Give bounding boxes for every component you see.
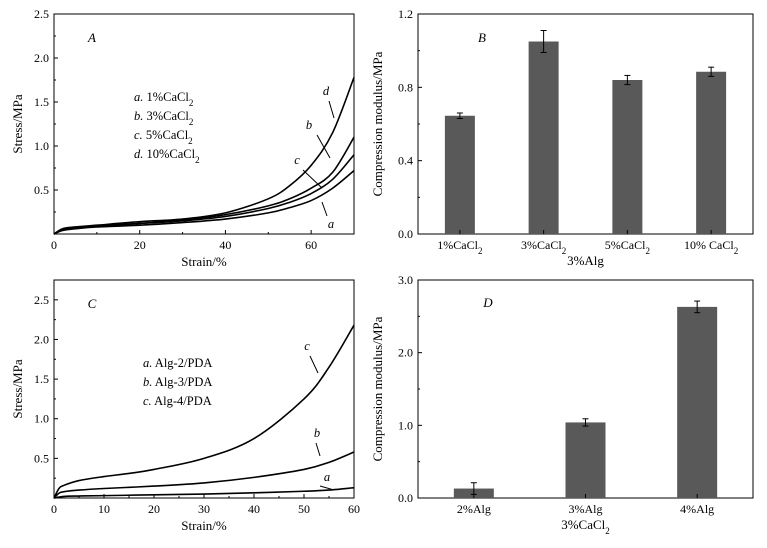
x-axis-label: Strain/% — [181, 518, 227, 533]
y-tick-label: 0.0 — [398, 491, 413, 505]
series-label-a: a — [324, 470, 330, 484]
y-tick-label: 2.0 — [34, 332, 49, 346]
series-label-a: a — [328, 217, 334, 231]
series-label-b: b — [314, 426, 320, 440]
series-line-a — [53, 486, 355, 499]
y-tick-label: 2.5 — [34, 293, 49, 307]
x-tick-label: 0 — [51, 238, 57, 252]
y-axis-label: Stress/MPa — [10, 359, 25, 418]
legend-entry: d. 10%CaCl2 — [134, 147, 200, 165]
series-line-d — [53, 77, 355, 235]
x-tick-label: 60 — [305, 238, 317, 252]
series-pointer-c — [309, 355, 319, 374]
legend-entry: b. 3%CaCl2 — [134, 109, 193, 127]
category-label: 10% CaCl2 — [684, 238, 738, 256]
x-tick-label: 30 — [198, 502, 210, 516]
category-label: 4%Alg — [680, 502, 714, 516]
bar — [677, 306, 718, 498]
x-tick-label: 20 — [148, 502, 160, 516]
series-label-c: c — [304, 339, 310, 353]
series-pointer-d — [328, 100, 335, 119]
y-tick-label: 1.2 — [398, 7, 413, 21]
bar — [612, 80, 643, 234]
y-tick-label: 2.0 — [398, 346, 413, 360]
series-pointer-a — [319, 485, 335, 491]
category-label: 3%Alg — [569, 502, 603, 516]
series-line-a — [53, 170, 355, 235]
series-line-c — [53, 154, 355, 235]
x-tick-label: 0 — [51, 502, 57, 516]
x-axis-label: 3%CaCl2 — [561, 517, 610, 536]
panel-label: B — [478, 30, 486, 45]
series-pointer-c — [302, 169, 323, 189]
y-tick-label: 1.0 — [34, 139, 49, 153]
panel-B: 0.0 0.4 0.8 1.2 1%CaCl2 3%CaCl2 5%CaCl2 10% CaC… — [370, 7, 754, 268]
x-tick-label: 40 — [248, 502, 260, 516]
legend-entry: a. 1%CaCl2 — [134, 90, 193, 108]
legend-entry: a. Alg-2/PDA — [143, 356, 212, 370]
y-tick-label: 1.0 — [398, 418, 413, 432]
category-label: 5%CaCl2 — [605, 238, 650, 256]
x-tick-label: 50 — [298, 502, 310, 516]
x-tick-label: 10 — [98, 502, 110, 516]
plot-frame — [53, 279, 355, 499]
y-tick-label: 0.4 — [398, 154, 413, 168]
category-label: 3%CaCl2 — [521, 238, 566, 256]
legend-entry: c. Alg-4/PDA — [143, 394, 212, 408]
category-label: 1%CaCl2 — [437, 238, 482, 256]
panel-label: C — [88, 296, 97, 311]
x-tick-label: 60 — [348, 502, 360, 516]
series-line-c — [53, 324, 355, 499]
y-tick-label: 0.5 — [34, 451, 49, 465]
series-label-c: c — [294, 153, 300, 167]
y-tick-label: 0.0 — [398, 227, 413, 241]
bar — [528, 41, 559, 234]
y-axis-label: Stress/MPa — [10, 94, 25, 153]
y-axis-label: Compression modulus/MPa — [370, 51, 385, 196]
bar — [565, 422, 606, 498]
series-label-d: d — [323, 84, 330, 98]
x-tick-label: 20 — [134, 238, 146, 252]
y-tick-label: 0.5 — [34, 183, 49, 197]
bar — [444, 115, 475, 234]
bar — [696, 71, 727, 234]
series-line-b — [53, 451, 355, 499]
y-tick-label: 1.5 — [34, 372, 49, 386]
x-axis-label: 3%Alg — [567, 253, 604, 268]
series-pointer-b — [315, 442, 321, 457]
panel-label: D — [482, 295, 493, 310]
legend-entry: c. 5%CaCl2 — [134, 128, 193, 146]
y-tick-label: 1.5 — [34, 95, 49, 109]
category-label: 2%Alg — [457, 502, 491, 516]
y-tick-label: 2.0 — [34, 51, 49, 65]
y-tick-label: 2.5 — [34, 7, 49, 21]
panel-D: 0.0 1.0 2.0 3.0 2%Alg 3%Alg 4%Alg 3%CaCl2 Compre… — [370, 273, 754, 536]
x-axis-label: Strain/% — [181, 254, 227, 269]
y-tick-label: 1.0 — [34, 412, 49, 426]
series-label-b: b — [306, 118, 312, 132]
y-tick-label: 3.0 — [398, 273, 413, 287]
panel-C: 0 10 20 30 40 50 60 0.5 1.0 1.5 2.0 2.5 a b c a. Alg-2/… — [10, 279, 360, 533]
legend-entry: b. Alg-3/PDA — [143, 375, 212, 389]
panel-label: A — [87, 30, 96, 45]
x-tick-label: 40 — [219, 238, 231, 252]
series-pointer-b — [316, 134, 331, 159]
y-tick-label: 0.8 — [398, 80, 413, 94]
y-axis-label: Compression modulus/MPa — [370, 316, 385, 461]
series-pointer-a — [321, 201, 328, 217]
